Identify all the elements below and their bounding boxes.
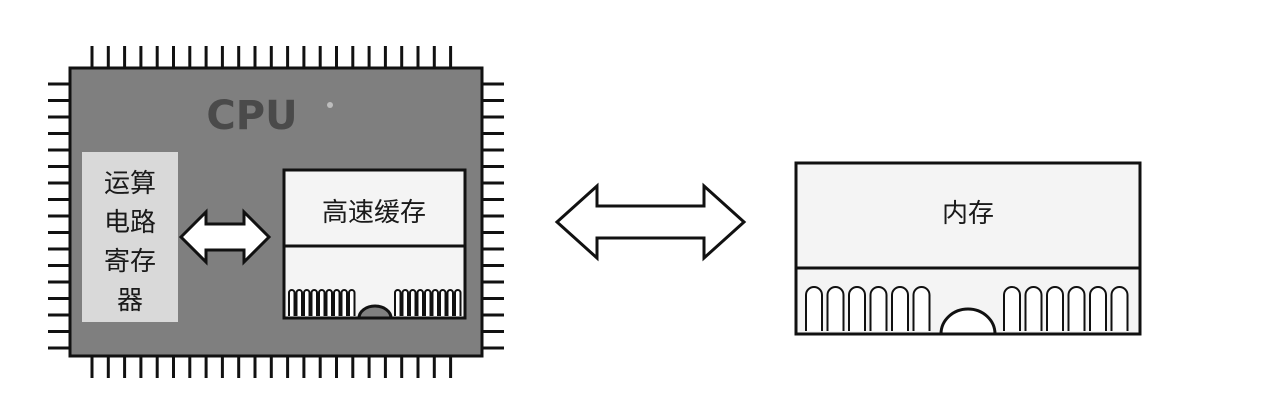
cache-contact [295,289,303,316]
cache-contact [340,289,348,316]
memory-contact [826,286,845,331]
cache-contact [446,289,454,316]
inner-double-arrow-icon [178,208,272,266]
cache-contact [424,289,432,316]
memory-contact [848,286,866,331]
cpu-label: CPU [206,93,297,139]
cache-module: 高速缓存 [282,168,467,320]
cache-contact [454,289,462,316]
alu-label-line-4: 器 [117,286,143,316]
cpu-chip: CPU 运算 电路 寄存 器 高速缓存 [48,46,504,378]
cache-label: 高速缓存 [322,198,426,228]
big-double-arrow-icon [554,182,747,262]
cache-contact [416,289,424,316]
memory-contact [891,286,909,331]
cache-contact [409,289,417,316]
cache-contact [333,289,341,316]
cache-contact [303,289,311,316]
memory-contact [1046,286,1064,331]
memory-contact [1089,286,1107,331]
alu-register-box [82,152,178,322]
cache-contacts [288,289,462,316]
memory-contact [1110,286,1129,331]
memory-contact [1067,286,1086,331]
cache-contact [401,289,409,316]
cache-contact [431,289,439,316]
cache-contact [288,289,296,316]
cache-contact [348,289,356,316]
cache-contact [394,289,402,316]
cache-contact [325,289,333,316]
cache-contact [439,289,447,316]
memory-notch [939,307,997,336]
memory-contact [1003,286,1021,331]
memory-contact [805,286,823,331]
cpu-pins [48,46,504,378]
alu-label-line-1: 运算 [104,169,156,199]
memory-contact [912,286,931,331]
memory-module: 内存 [794,161,1142,336]
memory-contacts [805,286,1129,331]
chip-dot-mark [327,102,333,108]
alu-label-line-3: 寄存 [104,247,156,277]
cache-notch [357,304,393,320]
memory-contact [869,286,888,331]
cache-contact [310,289,318,316]
alu-label-line-2: 电路 [104,208,156,238]
memory-label: 内存 [942,199,994,229]
memory-contact [1024,286,1043,331]
cache-contact [318,289,326,316]
